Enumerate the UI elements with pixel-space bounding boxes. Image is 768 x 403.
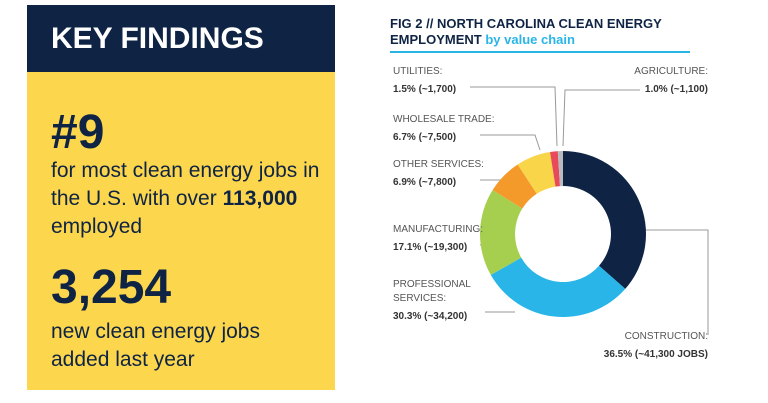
label-category: AGRICULTURE: <box>634 66 708 77</box>
data-label: AGRICULTURE: 1.0% (~1,100) <box>588 65 708 97</box>
label-category: MANUFACTURING: <box>393 224 483 235</box>
donut-slice <box>517 152 556 194</box>
leader-line <box>470 86 558 147</box>
donut-slice <box>550 151 560 187</box>
stat: 3,254 <box>51 261 172 314</box>
title-suffix: by value chain <box>485 32 575 47</box>
data-label: PROFESSIONAL SERVICES: 30.3% (~34,200) <box>393 278 483 324</box>
label-value: 6.7% (~7,500) <box>393 132 457 143</box>
label-value: 6.9% (~7,800) <box>393 177 457 188</box>
donut-slice <box>480 189 523 275</box>
label-value: 1.0% (~1,100) <box>644 84 708 95</box>
label-value: 17.1% (~19,300) <box>393 242 468 253</box>
text: for most clean energy jobs in the U.S. w… <box>51 159 320 210</box>
label-category: CONSTRUCTION: <box>624 331 708 342</box>
leader-line <box>640 229 709 335</box>
panel-title: KEY FINDINGS <box>27 5 335 72</box>
title-text: FIG 2 // NORTH CAROLINA CLEAN ENERGY EMP… <box>390 16 662 47</box>
donut-slice <box>490 257 626 317</box>
label-category: WHOLESALE TRADE: <box>393 114 495 125</box>
label-value: 1.5% (~1,700) <box>393 84 457 95</box>
bold-text: 113,000 <box>222 187 298 210</box>
data-label: OTHER SERVICES: 6.9% (~7,800) <box>393 158 503 190</box>
stat-text: new clean energy jobs added last year <box>51 320 260 371</box>
leader-line <box>480 134 541 151</box>
label-value: 30.3% (~34,200) <box>393 311 468 322</box>
stat-text: for most clean energy jobs in the U.S. w… <box>51 157 321 241</box>
stat: #9 <box>51 106 105 159</box>
data-label: MANUFACTURING: 17.1% (~19,300) <box>393 223 503 255</box>
donut-slice <box>557 151 563 187</box>
label-value: 36.5% (~41,300 JOBS) <box>603 349 708 360</box>
leader-lines <box>470 86 709 335</box>
data-label: CONSTRUCTION: 36.5% (~41,300 JOBS) <box>558 330 708 362</box>
chart-title: FIG 2 // NORTH CAROLINA CLEAN ENERGY EMP… <box>390 16 690 53</box>
data-label: UTILITIES: 1.5% (~1,700) <box>393 65 503 97</box>
label-category: UTILITIES: <box>393 66 443 77</box>
leader-line <box>562 89 640 147</box>
label-category: PROFESSIONAL SERVICES: <box>393 279 471 304</box>
donut-slice <box>492 164 537 209</box>
text: employed <box>51 215 143 238</box>
label-category: OTHER SERVICES: <box>393 159 484 170</box>
data-label: WHOLESALE TRADE: 6.7% (~7,500) <box>393 113 503 145</box>
donut-slice <box>563 151 647 289</box>
key-findings-panel: KEY FINDINGS #9 for most clean energy jo… <box>27 5 335 390</box>
